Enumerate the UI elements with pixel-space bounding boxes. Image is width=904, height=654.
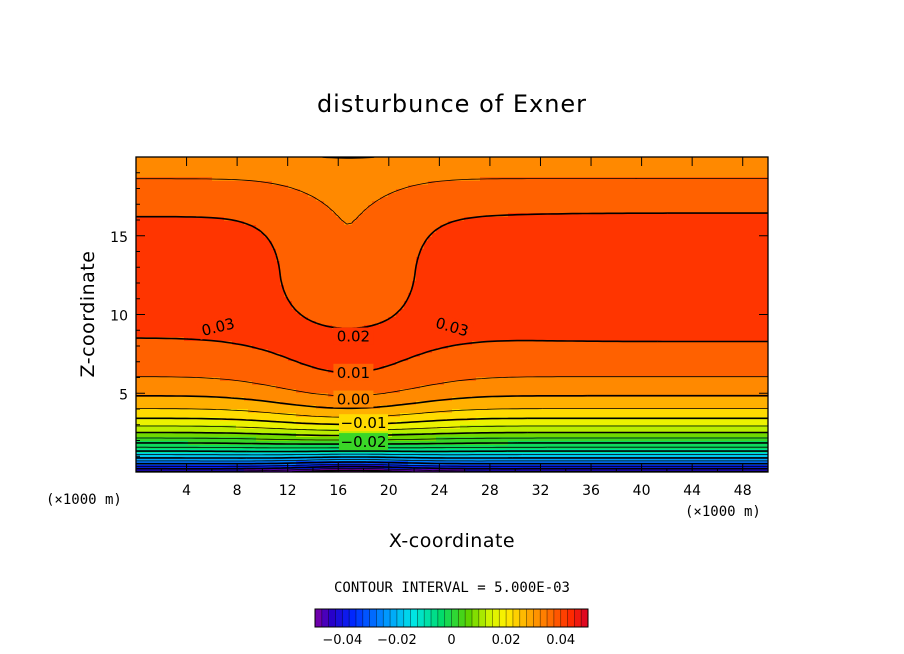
y-tick-label: 10 (110, 309, 128, 325)
colorbar-tick-label: 0 (447, 633, 455, 648)
contour-label: −0.02 (339, 433, 389, 451)
colorbar-cell (369, 609, 377, 627)
colorbar-cell (465, 609, 473, 627)
colorbar-cell (519, 609, 527, 627)
colorbar-cell (328, 609, 336, 627)
colorbar-cell (396, 609, 405, 627)
colorbar-tick-label: 0.02 (492, 633, 521, 648)
contour-label-text: 0.01 (337, 364, 370, 382)
x-axis-label: X-coordinate (389, 530, 515, 552)
colorbar-cell (478, 609, 487, 627)
colorbar-cell (492, 609, 500, 627)
x-tick-label: 20 (380, 483, 398, 499)
colorbar-cell (444, 609, 452, 627)
contour-label: 0.00 (333, 390, 374, 409)
colorbar-cell (499, 609, 507, 627)
colorbar-cell (403, 609, 411, 627)
colorbar-cell (553, 609, 562, 627)
colorbar-cell (581, 609, 589, 627)
y-tick-label: 15 (110, 230, 128, 246)
x-tick-label: 8 (233, 483, 242, 499)
contour-line (136, 453, 768, 456)
contour-line (136, 425, 768, 431)
x-tick-label: 44 (683, 483, 701, 499)
contour-line (136, 212, 768, 374)
x-tick-label: 4 (182, 483, 191, 499)
contour-line (136, 459, 768, 462)
colorbar-cell (533, 609, 541, 627)
x-tick-label: 32 (532, 483, 550, 499)
colorbar-cell (349, 609, 357, 627)
colorbar-cell (471, 609, 480, 627)
contour-label: 0.02 (333, 327, 374, 346)
colorbar-cell (383, 609, 391, 627)
x-tick-label: 36 (582, 483, 600, 499)
colorbar-cell (506, 609, 514, 627)
y-axis-label: Z-coordinate (77, 251, 99, 378)
colorbar-cell (485, 609, 493, 627)
colorbar-cell (410, 609, 418, 627)
x-tick-label: 40 (633, 483, 651, 499)
chart-title: disturbunce of Exner (317, 90, 587, 118)
z-unit-label: (×1000 m) (46, 492, 122, 508)
colorbar-tick-label: 0.04 (546, 633, 575, 648)
contour-line (136, 431, 768, 437)
colorbar-cell (376, 609, 384, 627)
contour-line (136, 157, 768, 410)
x-unit-label: (×1000 m) (685, 504, 761, 520)
colorbar-cell (526, 609, 534, 627)
colorbar-cell (335, 609, 343, 627)
colorbar-cell (321, 609, 330, 627)
contour-line (136, 461, 768, 465)
colorbar-cell (451, 609, 459, 627)
x-tick-label: 16 (329, 483, 347, 499)
colorbar-frame (314, 608, 589, 628)
colorbar-tick-label: −0.04 (322, 633, 362, 648)
x-tick-label: 24 (430, 483, 448, 499)
colorbar-cell (431, 609, 439, 627)
colorbar-cell (424, 609, 432, 627)
colorbar-tick-label: −0.02 (377, 633, 417, 648)
contour-label: −0.01 (339, 414, 389, 432)
contour-label: 0.01 (333, 363, 374, 382)
contour-line (136, 178, 768, 397)
contour-label-text: 0.00 (337, 391, 370, 409)
contour-labels: 0.03 0.030.020.010.00−0.01−0.02 (196, 312, 474, 451)
colorbar-cell (315, 609, 323, 627)
colorbar-cell (567, 609, 575, 627)
colorbar-cell (574, 609, 582, 627)
colorbar-cell (547, 609, 555, 627)
colorbar-cell (540, 609, 548, 627)
x-tick-label: 12 (279, 483, 297, 499)
colorbar-cell (355, 609, 364, 627)
x-tick-label: 48 (734, 483, 752, 499)
colorbar-cell (362, 609, 370, 627)
colorbar-cell (417, 609, 425, 627)
colorbar (314, 608, 589, 628)
colorbar-cell (437, 609, 446, 627)
colorbar-ticks: −0.04 −0.02 0 0.02 0.04 (322, 633, 575, 648)
colorbar-cell (560, 609, 568, 627)
colorbar-cell (342, 609, 350, 627)
colorbar-cell (512, 609, 521, 627)
y-tick-label: 5 (119, 387, 128, 403)
contour-line (136, 465, 768, 470)
contour-label-text: −0.02 (341, 433, 387, 451)
colorbar-cell (458, 609, 466, 627)
x-tick-label: 28 (481, 483, 499, 499)
y-axis-ticks: 5 10 15 (110, 172, 768, 457)
x-axis-ticks: 4 8 12 16 20 24 28 32 36 40 44 48 (160, 157, 752, 499)
contour-interval-label: CONTOUR INTERVAL = 5.000E-03 (334, 580, 570, 596)
contour-line (136, 456, 768, 459)
colorbar-cell (390, 609, 398, 627)
contour-label-text: −0.01 (341, 414, 387, 432)
contour-label-text: 0.02 (337, 328, 370, 346)
